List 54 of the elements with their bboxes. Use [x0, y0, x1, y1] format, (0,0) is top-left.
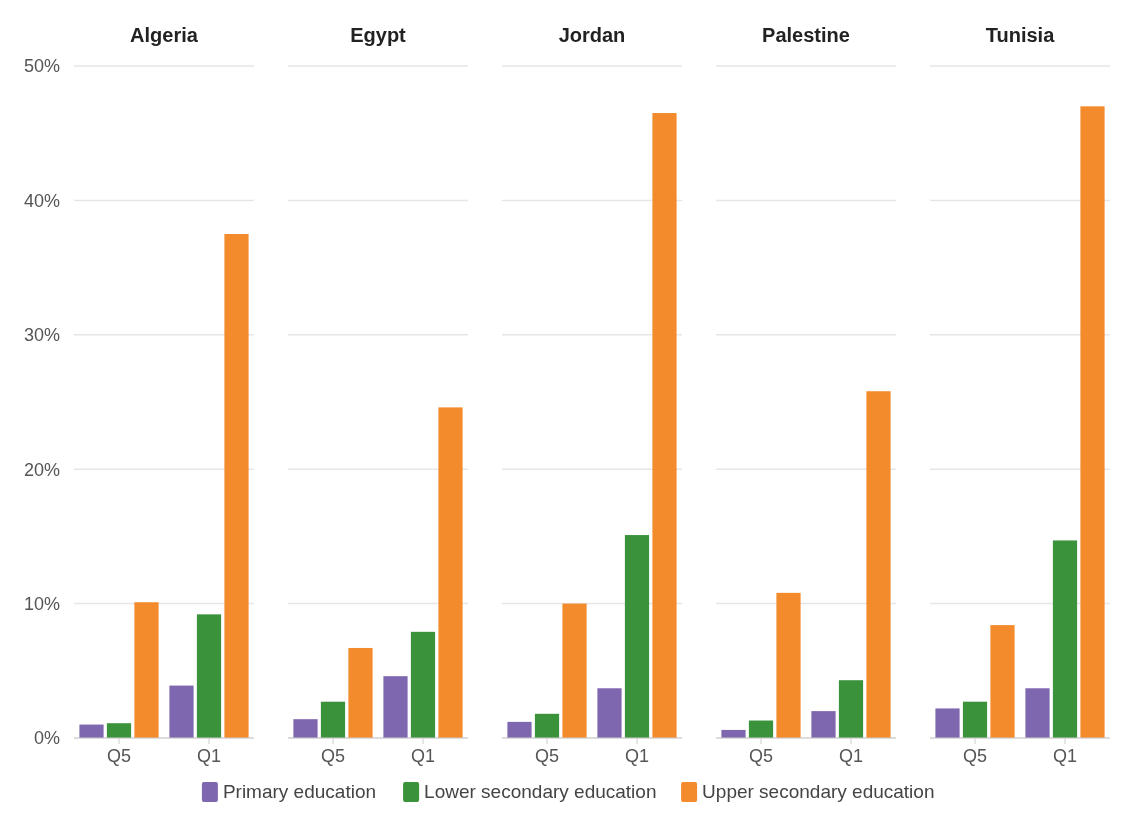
bar	[811, 711, 836, 738]
bar	[106, 723, 132, 738]
x-tick-label: Q5	[320, 746, 346, 766]
x-tick-label: Q1	[1052, 746, 1078, 766]
x-tick-label: Q5	[962, 746, 988, 766]
x-tick-label: Q1	[838, 746, 864, 766]
bar	[438, 407, 463, 738]
x-tick-label: Q1	[624, 746, 650, 766]
bar	[507, 721, 532, 738]
bar	[134, 602, 159, 738]
chart-title: Egypt	[350, 24, 407, 46]
bar	[79, 724, 104, 738]
x-tick-label: Q5	[534, 746, 560, 766]
bar	[224, 234, 249, 738]
bar	[776, 592, 801, 738]
bar	[293, 719, 318, 738]
bar	[534, 713, 560, 738]
x-tick-label: Q1	[196, 746, 222, 766]
bar	[990, 625, 1015, 738]
legend-label: Primary education	[222, 781, 377, 802]
x-tick-label: Q5	[106, 746, 132, 766]
bar	[838, 680, 864, 738]
bar	[935, 708, 960, 738]
bar	[169, 685, 194, 738]
chart-title: Jordan	[558, 24, 626, 46]
bar	[597, 688, 622, 738]
bar	[866, 391, 891, 738]
y-tick-label: 20%	[23, 459, 60, 480]
chart-title: Palestine	[762, 24, 850, 46]
chart-title: Algeria	[130, 24, 199, 46]
y-tick-label: 50%	[23, 56, 60, 77]
bar	[1052, 540, 1078, 738]
bar	[196, 614, 222, 738]
bar	[383, 676, 408, 738]
y-tick-label: 10%	[23, 593, 60, 614]
legend-label: Lower secondary education	[424, 781, 657, 802]
bar	[624, 535, 650, 738]
bar	[652, 113, 677, 738]
x-tick-label: Q5	[748, 746, 774, 766]
bar	[1025, 688, 1050, 738]
bar	[320, 701, 346, 738]
legend-label: Upper secondary education	[702, 781, 935, 802]
bar	[410, 631, 436, 738]
y-tick-label: 0%	[33, 728, 60, 749]
bar	[962, 701, 988, 738]
bar	[348, 647, 373, 738]
y-tick-label: 30%	[23, 325, 60, 346]
y-tick-label: 40%	[23, 190, 60, 211]
bar	[562, 603, 587, 738]
bar	[748, 720, 774, 738]
x-tick-label: Q1	[410, 746, 436, 766]
bar	[1080, 106, 1105, 738]
chart-title: Tunisia	[985, 24, 1056, 46]
bar	[721, 729, 746, 738]
